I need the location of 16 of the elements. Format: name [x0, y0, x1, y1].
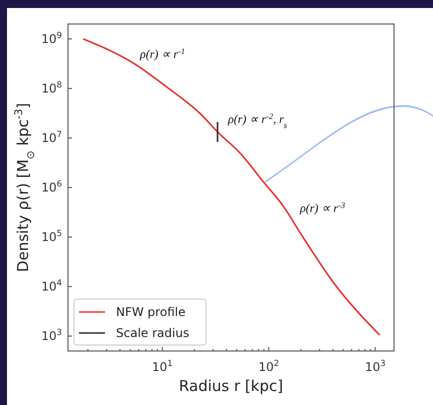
x-tick-label: 10$^{1}$ [152, 358, 173, 374]
x-tick-label: 10$^{3}$ [364, 358, 386, 374]
y-tick-label: 10$^{9}$ [41, 30, 62, 46]
legend-label: NFW profile [116, 305, 186, 319]
annotation: ρ(r) ∝ r$^{-2}$, r$_{s}$ [227, 112, 288, 130]
y-tick-label: 10$^{6}$ [41, 178, 62, 194]
annotation: ρ(r) ∝ r$^{-1}$ [139, 46, 186, 61]
y-tick-label: 10$^{7}$ [41, 128, 62, 145]
y-tick-label: 10$^{3}$ [41, 327, 62, 344]
y-tick-label: 10$^{5}$ [41, 228, 62, 244]
annotation: ρ(r) ∝ r$^{-3}$ [299, 200, 346, 215]
y-tick-label: 10$^{4}$ [41, 278, 62, 294]
legend-label: Scale radius [116, 326, 190, 340]
y-tick-label: 10$^{8}$ [41, 79, 62, 96]
x-axis-title: Radius r [kpc] [178, 377, 284, 395]
x-tick-label: 10$^{2}$ [258, 358, 280, 374]
